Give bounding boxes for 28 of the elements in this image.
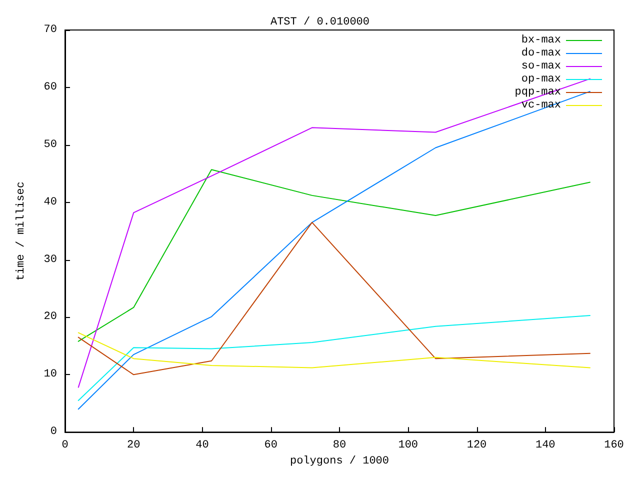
y-tick-label: 60 <box>44 81 57 94</box>
x-tick-label: 40 <box>196 440 209 452</box>
x-tick-label: 120 <box>466 440 487 452</box>
x-tick-label: 60 <box>264 440 278 452</box>
legend-label: so-max <box>521 60 562 72</box>
legend-label: op-max <box>521 74 562 86</box>
x-tick-label: 100 <box>398 440 418 452</box>
line-series <box>78 222 590 376</box>
y-tick-label: 30 <box>44 254 57 266</box>
y-tick-label: 40 <box>44 196 57 208</box>
x-tick-label: 20 <box>127 440 140 452</box>
x-tick-label: 80 <box>332 440 346 452</box>
y-axis-title: time / millisec <box>16 182 28 281</box>
x-axis-title: polygons / 1000 <box>290 456 390 468</box>
line-series <box>78 169 590 342</box>
y-tick-label: 10 <box>44 368 57 381</box>
y-tick-label: 50 <box>44 138 57 151</box>
legend-label: do-max <box>521 48 562 60</box>
line-series <box>78 332 590 368</box>
x-tick-label: 0 <box>62 440 68 452</box>
y-tick-label: 0 <box>50 426 57 438</box>
line-series <box>78 314 590 402</box>
y-tick-label: 70 <box>44 24 57 36</box>
x-tick-label: 140 <box>535 440 556 452</box>
x-tick-label: 160 <box>604 440 624 452</box>
legend-label: bx-max <box>521 34 562 46</box>
y-tick-label: 20 <box>44 311 57 324</box>
chart-title: ATST / 0.010000 <box>270 16 370 28</box>
